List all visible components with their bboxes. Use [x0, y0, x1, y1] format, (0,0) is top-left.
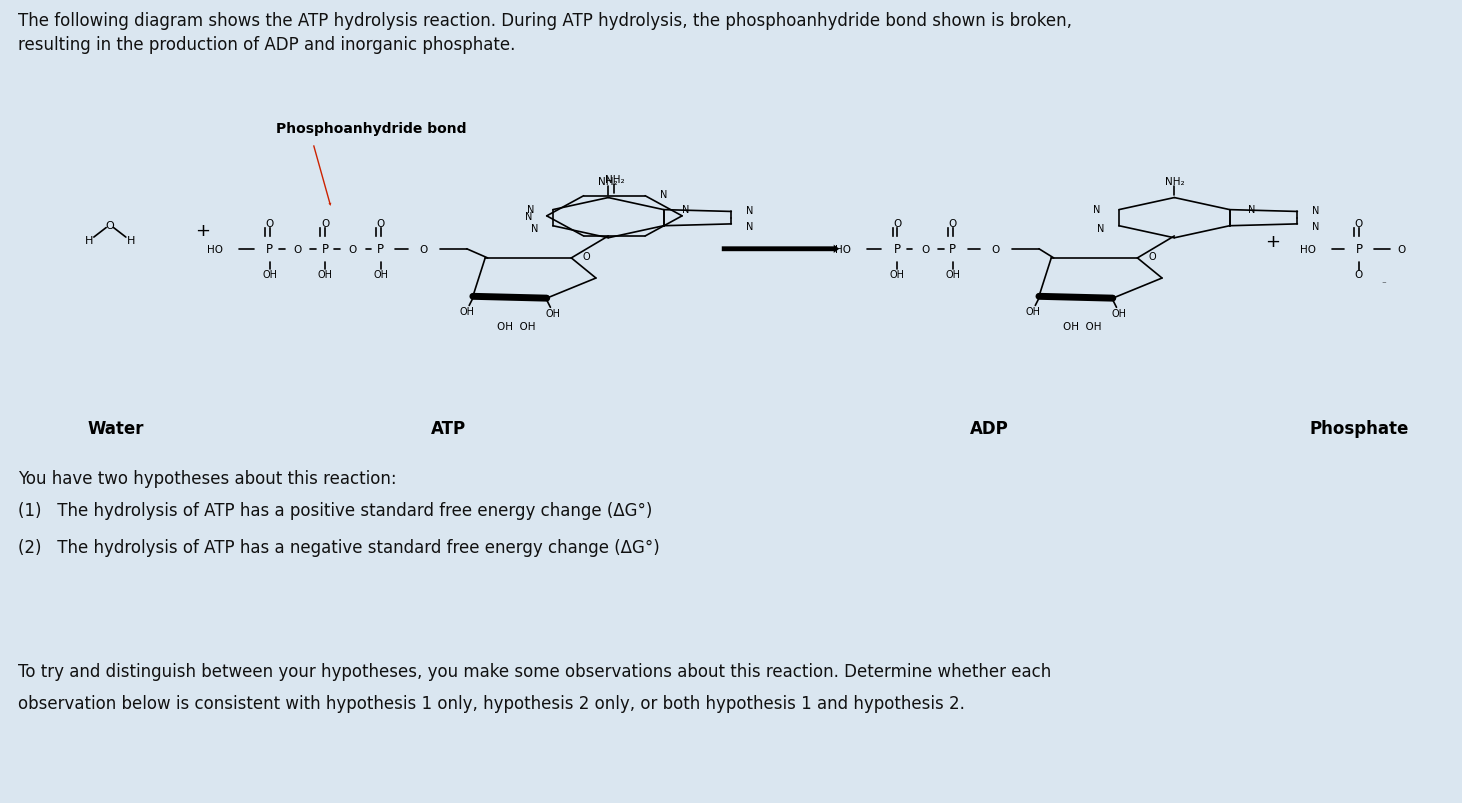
Text: N: N — [683, 204, 690, 214]
Text: N: N — [525, 211, 532, 222]
Text: O: O — [1355, 270, 1363, 280]
Text: NH₂: NH₂ — [598, 177, 618, 187]
Text: NH₂: NH₂ — [1165, 177, 1184, 187]
Text: N: N — [746, 222, 753, 231]
Text: Water: Water — [88, 419, 145, 438]
Text: N: N — [531, 223, 538, 233]
Text: OH: OH — [459, 307, 474, 316]
Text: P: P — [377, 243, 385, 256]
Text: O: O — [420, 244, 428, 255]
Text: O: O — [376, 219, 385, 229]
Text: OH: OH — [545, 308, 560, 318]
Text: O: O — [322, 219, 329, 229]
Text: O: O — [294, 244, 301, 255]
Text: ATP: ATP — [431, 419, 466, 438]
Text: (2)   The hydrolysis of ATP has a negative standard free energy change (ΔG°): (2) The hydrolysis of ATP has a negative… — [18, 538, 659, 556]
Text: The following diagram shows the ATP hydrolysis reaction. During ATP hydrolysis, : The following diagram shows the ATP hydr… — [18, 12, 1072, 30]
Text: O: O — [105, 221, 114, 230]
Text: P: P — [949, 243, 956, 256]
Text: ADP: ADP — [971, 419, 1009, 438]
Text: HO: HO — [1300, 244, 1316, 255]
Text: P: P — [266, 243, 273, 256]
Text: O: O — [921, 244, 930, 255]
Text: O: O — [949, 219, 958, 229]
Text: You have two hypotheses about this reaction:: You have two hypotheses about this react… — [18, 470, 396, 487]
Text: ⁻: ⁻ — [1382, 279, 1386, 288]
Text: N: N — [1249, 204, 1256, 214]
Text: +: + — [1265, 233, 1281, 251]
Text: To try and distinguish between your hypotheses, you make some observations about: To try and distinguish between your hypo… — [18, 662, 1051, 680]
Text: N: N — [659, 190, 667, 200]
Text: P: P — [893, 243, 901, 256]
Text: O: O — [893, 219, 902, 229]
Text: O: O — [266, 219, 273, 229]
Text: OH  OH: OH OH — [497, 321, 535, 331]
Text: H: H — [127, 235, 135, 245]
Text: +: + — [194, 222, 209, 240]
Text: O: O — [349, 244, 357, 255]
Text: O: O — [991, 244, 1000, 255]
Text: NH₂: NH₂ — [605, 175, 624, 185]
Text: (1)   The hydrolysis of ATP has a positive standard free energy change (ΔG°): (1) The hydrolysis of ATP has a positive… — [18, 502, 652, 520]
FancyArrowPatch shape — [722, 245, 839, 254]
Text: O: O — [1148, 252, 1156, 262]
Text: OH: OH — [373, 270, 387, 280]
Text: Phosphate: Phosphate — [1310, 419, 1408, 438]
Text: Phosphoanhydride bond: Phosphoanhydride bond — [276, 121, 466, 136]
Text: OH: OH — [946, 270, 961, 280]
Text: O: O — [582, 252, 589, 262]
Text: O: O — [1355, 219, 1363, 229]
Text: H: H — [85, 235, 94, 245]
Text: N: N — [1094, 204, 1101, 214]
Text: O: O — [1398, 244, 1406, 255]
Text: OH  OH: OH OH — [1063, 321, 1101, 331]
Text: observation below is consistent with hypothesis 1 only, hypothesis 2 only, or bo: observation below is consistent with hyp… — [18, 695, 965, 712]
Text: HO: HO — [208, 244, 224, 255]
FancyArrowPatch shape — [313, 146, 332, 206]
Text: N: N — [746, 206, 753, 215]
Text: N: N — [1313, 222, 1320, 231]
Text: OH: OH — [890, 270, 905, 280]
Text: OH: OH — [1111, 308, 1126, 318]
Text: P: P — [322, 243, 329, 256]
Text: OH: OH — [317, 270, 333, 280]
Text: OH: OH — [262, 270, 278, 280]
Text: HO: HO — [835, 244, 851, 255]
Text: N: N — [1313, 206, 1320, 215]
Text: N: N — [526, 204, 535, 214]
Text: OH: OH — [1025, 307, 1041, 316]
Text: P: P — [1355, 243, 1363, 256]
Text: N: N — [1096, 223, 1104, 233]
Text: resulting in the production of ADP and inorganic phosphate.: resulting in the production of ADP and i… — [18, 36, 515, 54]
